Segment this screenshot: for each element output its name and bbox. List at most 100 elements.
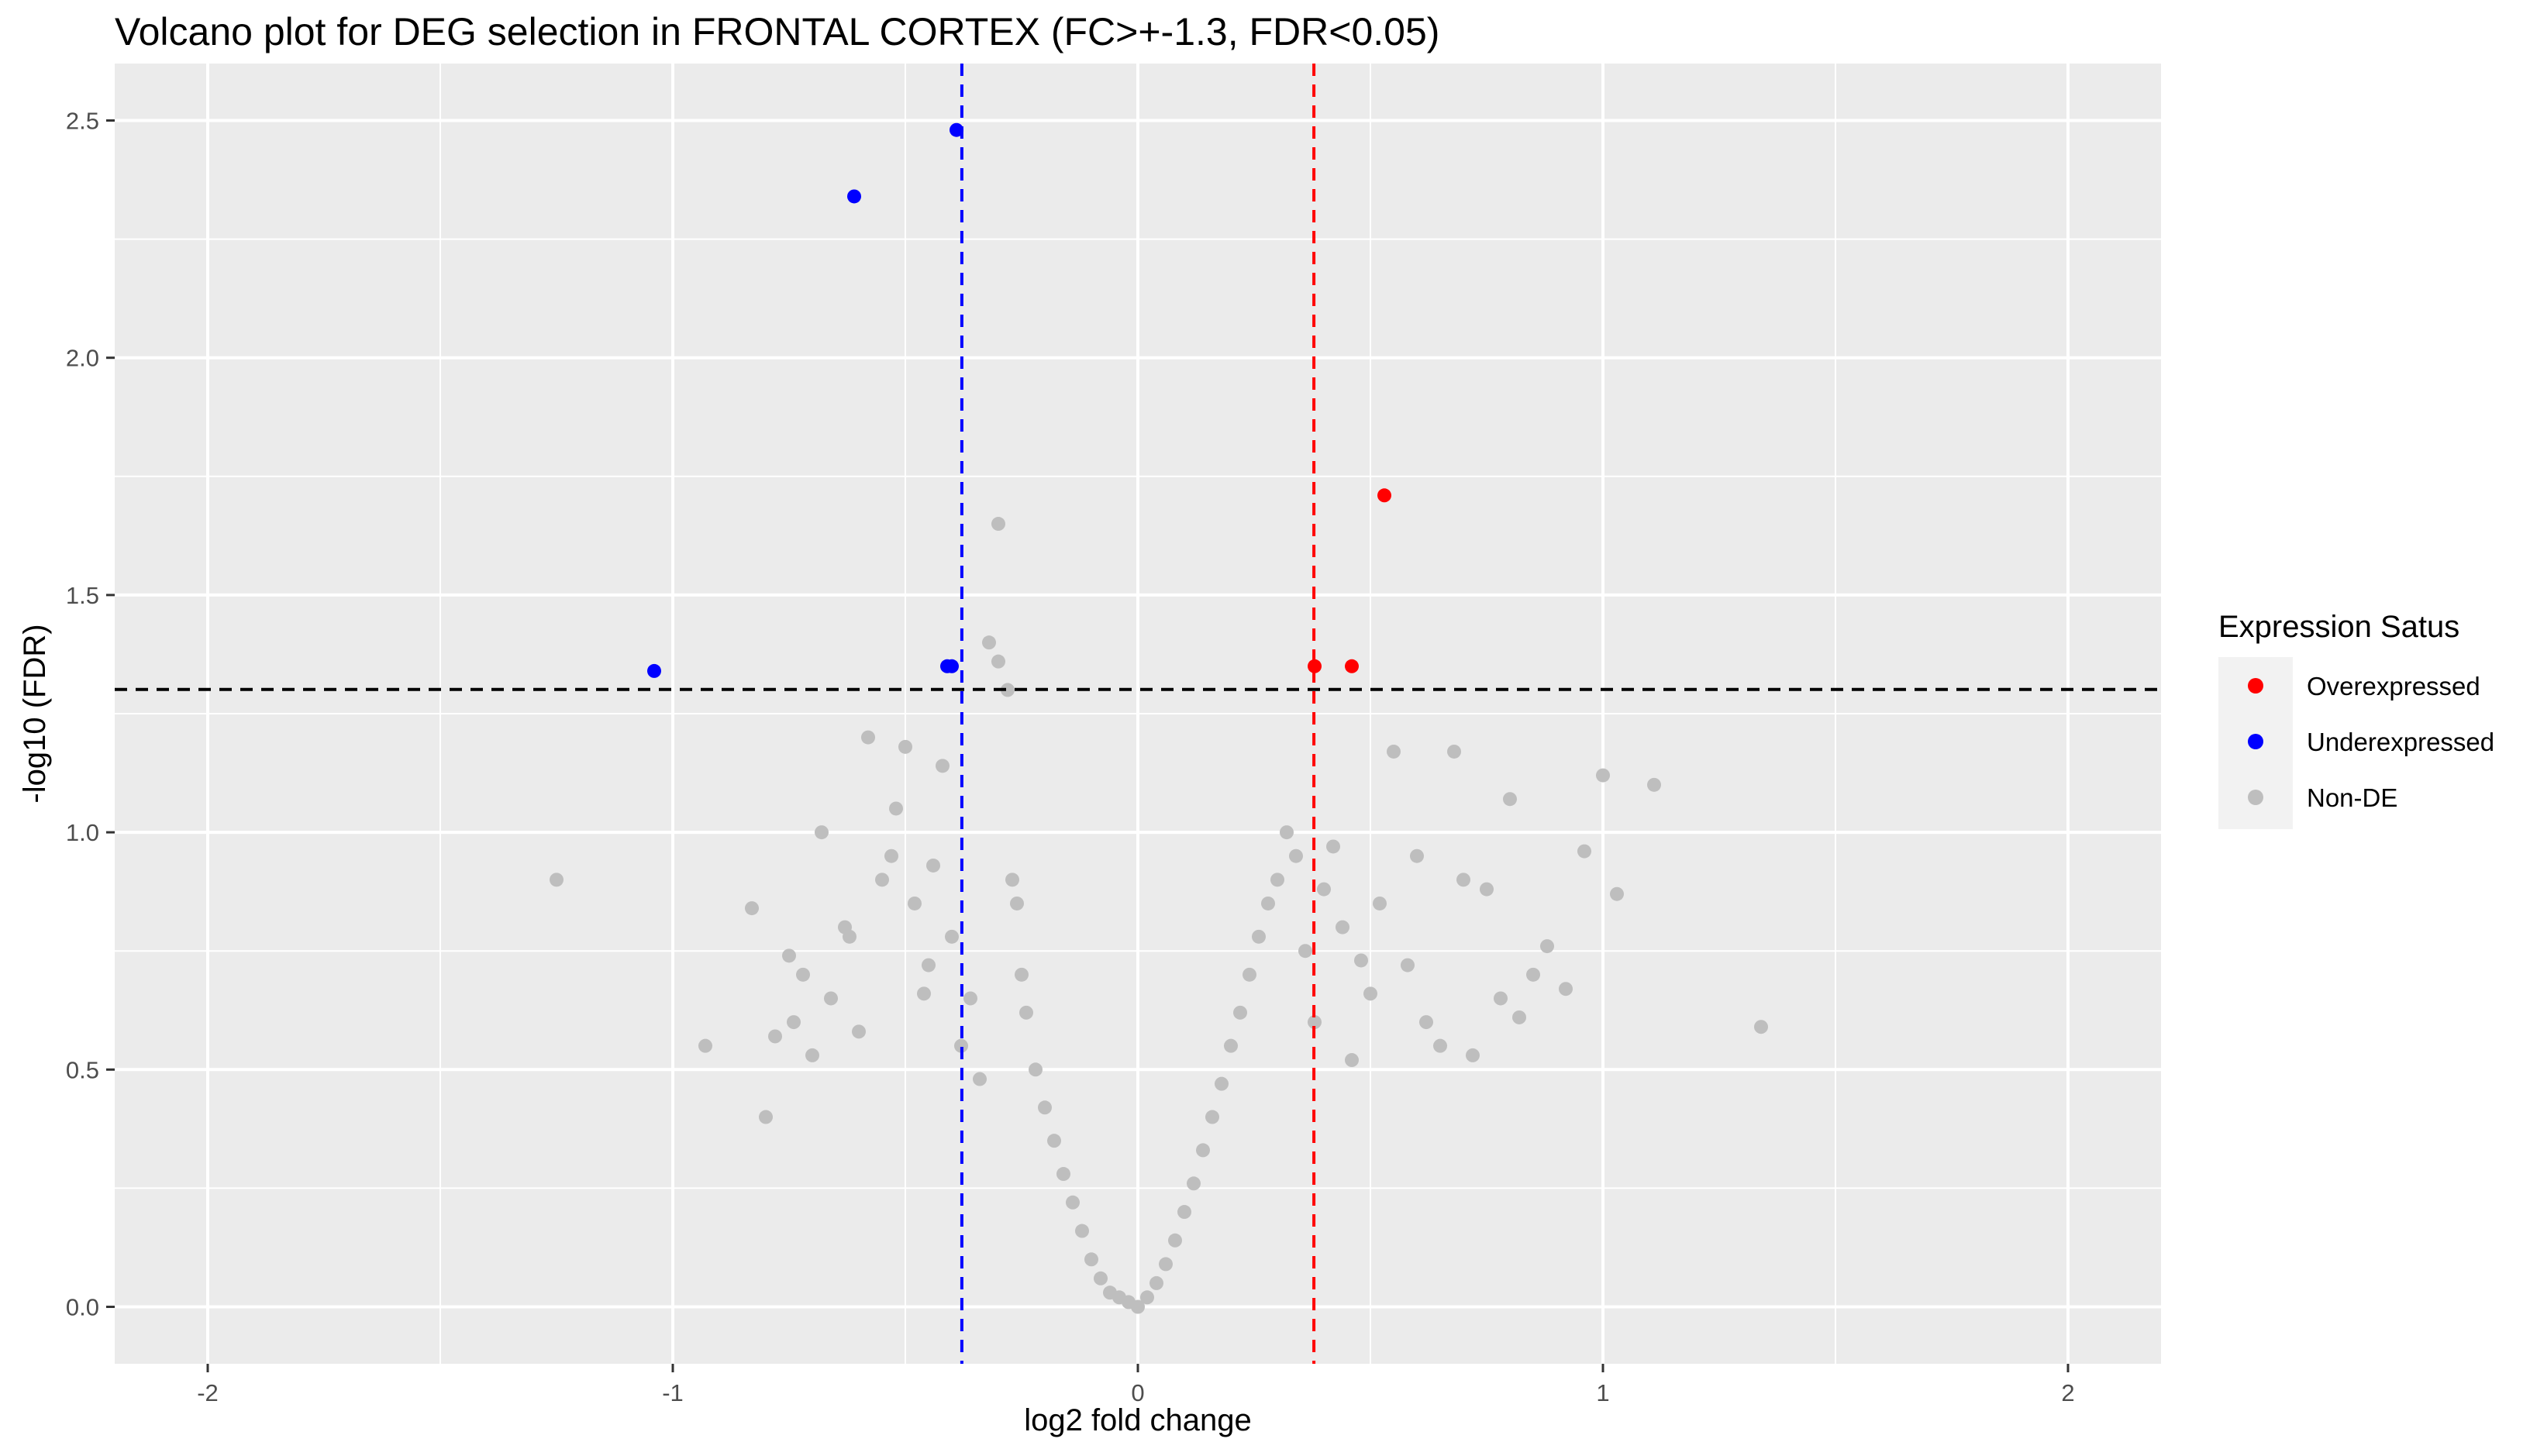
data-point xyxy=(1140,1290,1154,1305)
data-point xyxy=(843,929,857,944)
x-tick-label: 0 xyxy=(1131,1379,1144,1406)
y-tick-label: 0.5 xyxy=(66,1056,99,1083)
data-point xyxy=(1401,958,1415,972)
x-tick-label: -1 xyxy=(662,1379,684,1406)
y-tick-label: 2.0 xyxy=(66,345,99,372)
data-point xyxy=(1261,896,1275,910)
data-point xyxy=(1298,944,1312,959)
data-point xyxy=(1308,1015,1322,1030)
x-tick-label: 2 xyxy=(2061,1379,2074,1406)
data-point xyxy=(782,948,796,963)
data-point xyxy=(884,848,898,863)
data-point xyxy=(1252,929,1266,944)
data-point xyxy=(1308,659,1322,673)
data-point xyxy=(1456,873,1470,887)
data-point xyxy=(945,659,959,673)
data-point xyxy=(1466,1048,1480,1062)
y-tick-label: 0.0 xyxy=(66,1294,99,1321)
series-underexpressed xyxy=(647,122,963,678)
data-point xyxy=(768,1029,782,1044)
x-tick-label: -2 xyxy=(197,1379,219,1406)
data-point xyxy=(1647,777,1661,792)
data-point xyxy=(1540,939,1554,954)
data-point xyxy=(1270,873,1284,887)
legend-key xyxy=(2248,678,2263,694)
data-point xyxy=(1159,1257,1173,1272)
legend-label: Non-DE xyxy=(2307,783,2397,812)
data-point xyxy=(1066,1195,1080,1210)
threshold-lines xyxy=(115,64,2161,1364)
data-point xyxy=(1610,886,1624,901)
data-point xyxy=(550,873,564,887)
data-point xyxy=(1233,1005,1247,1020)
data-point xyxy=(1433,1038,1447,1053)
data-point xyxy=(745,901,759,916)
data-point xyxy=(1243,967,1256,982)
legend: Expression Satus Overexpressed Underexpre… xyxy=(2218,610,2494,829)
data-points xyxy=(550,122,1768,1314)
data-point xyxy=(1280,825,1294,840)
data-point xyxy=(936,759,950,773)
data-point xyxy=(1177,1205,1191,1220)
legend-key xyxy=(2248,790,2263,805)
data-point xyxy=(1029,1062,1043,1077)
legend-label: Underexpressed xyxy=(2307,728,2494,756)
data-point xyxy=(945,929,959,944)
data-point xyxy=(1224,1038,1238,1053)
data-point xyxy=(954,1038,968,1053)
data-point xyxy=(922,958,936,972)
data-point xyxy=(991,654,1005,669)
data-point xyxy=(698,1038,712,1053)
data-point xyxy=(1387,744,1401,759)
y-tick-label: 1.0 xyxy=(66,819,99,846)
data-point xyxy=(847,189,861,204)
data-point xyxy=(982,635,996,650)
data-point xyxy=(1345,1053,1359,1068)
data-point xyxy=(1047,1134,1061,1148)
data-point xyxy=(1001,683,1015,697)
data-point xyxy=(1596,768,1610,783)
data-point xyxy=(1187,1176,1201,1191)
legend-label: Overexpressed xyxy=(2307,672,2480,700)
data-point xyxy=(861,730,875,745)
data-point xyxy=(1196,1143,1210,1158)
data-point xyxy=(1410,848,1424,863)
chart-title: Volcano plot for DEG selection in FRONTA… xyxy=(115,10,1439,53)
data-point xyxy=(1754,1020,1768,1034)
data-point xyxy=(1056,1167,1070,1182)
data-point xyxy=(991,517,1005,532)
y-tick-label: 1.5 xyxy=(66,582,99,609)
data-point xyxy=(1015,967,1029,982)
data-point xyxy=(824,991,838,1006)
data-point xyxy=(1010,896,1024,910)
data-point xyxy=(647,663,661,678)
data-point xyxy=(1512,1010,1526,1024)
data-point xyxy=(1419,1015,1433,1030)
data-point xyxy=(815,825,829,840)
data-point xyxy=(759,1110,773,1124)
y-axis-label: -log10 (FDR) xyxy=(18,624,52,803)
y-tick-label: 2.5 xyxy=(66,107,99,134)
data-point xyxy=(1075,1224,1089,1238)
data-point xyxy=(1336,920,1349,935)
data-point xyxy=(1094,1271,1108,1286)
data-point xyxy=(1559,982,1573,996)
series-overexpressed xyxy=(1308,488,1391,673)
axes: -2 -1 0 1 2 0.0 0.5 1.0 1.5 2.0 2.5 xyxy=(66,107,2075,1406)
data-point xyxy=(917,986,931,1001)
data-point xyxy=(908,896,922,910)
data-point xyxy=(926,858,940,873)
data-point xyxy=(1084,1252,1098,1267)
data-point xyxy=(1494,991,1508,1006)
data-point xyxy=(1131,1299,1145,1314)
data-point xyxy=(796,967,810,982)
data-point xyxy=(1373,896,1387,910)
data-point xyxy=(1480,882,1494,897)
data-point xyxy=(1447,744,1461,759)
data-point xyxy=(1005,873,1019,887)
data-point xyxy=(787,1015,801,1030)
data-point xyxy=(805,1048,819,1062)
data-point xyxy=(1215,1076,1229,1091)
data-point xyxy=(1526,967,1540,982)
